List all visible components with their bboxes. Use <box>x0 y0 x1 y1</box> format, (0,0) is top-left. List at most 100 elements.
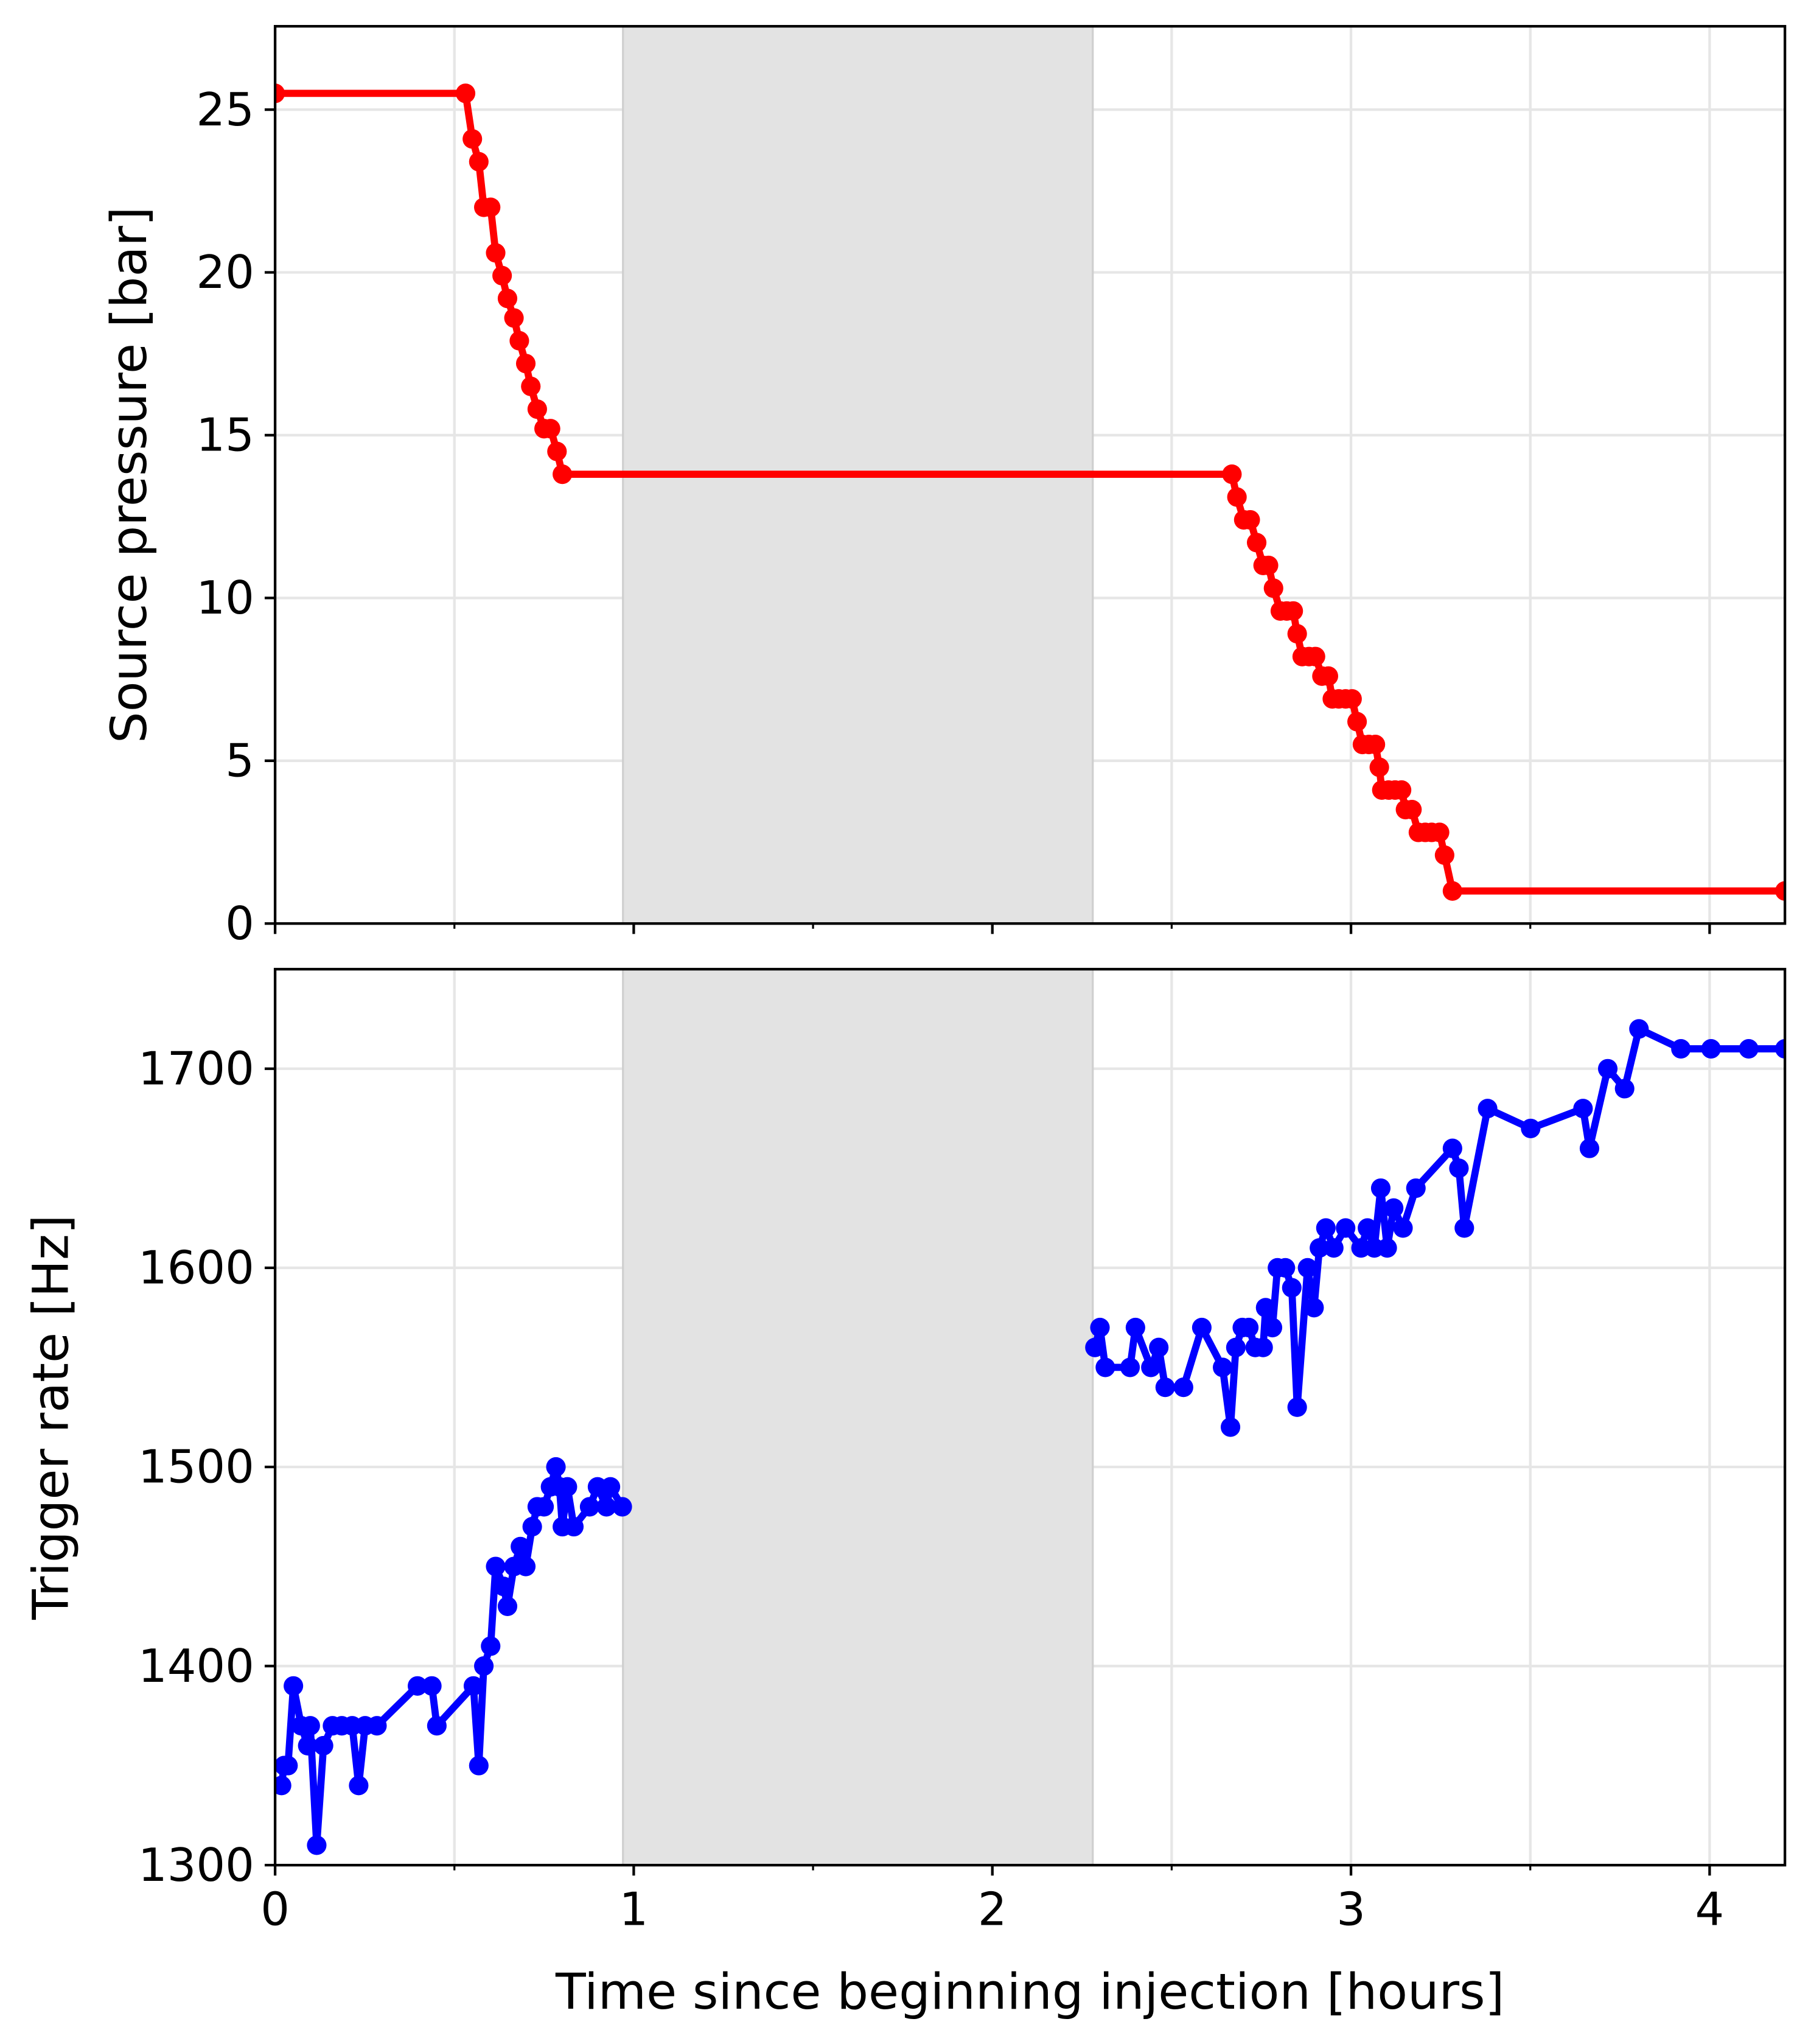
x-tick-label: 4 <box>1695 1883 1725 1936</box>
marker <box>515 354 536 374</box>
marker <box>1220 1417 1241 1437</box>
marker <box>1573 1099 1593 1119</box>
marker <box>1283 601 1303 621</box>
marker <box>1085 1337 1105 1357</box>
marker <box>494 1577 514 1597</box>
marker <box>1342 689 1362 709</box>
marker <box>1090 1317 1110 1338</box>
marker <box>278 1755 298 1776</box>
marker <box>1226 1337 1246 1357</box>
marker <box>469 152 489 172</box>
marker <box>486 1556 506 1577</box>
marker <box>1255 1298 1275 1318</box>
shaded-span <box>622 968 1094 1866</box>
x-tick-label: 1 <box>619 1883 649 1936</box>
marker <box>1454 1218 1474 1238</box>
marker <box>473 1656 494 1676</box>
marker <box>1192 1317 1212 1338</box>
marker <box>1370 1178 1391 1199</box>
marker <box>1287 1397 1307 1417</box>
x-axis-label: Time since beginning injection [hours] <box>555 1963 1504 2021</box>
marker <box>462 129 483 149</box>
marker <box>367 1716 387 1736</box>
marker <box>1629 1019 1649 1039</box>
marker <box>463 1676 484 1696</box>
marker <box>1579 1138 1600 1158</box>
marker <box>1141 1357 1161 1377</box>
marker <box>349 1776 369 1796</box>
marker <box>534 1497 554 1517</box>
marker <box>307 1835 327 1855</box>
marker <box>1358 1218 1378 1238</box>
axes: 1300 1400 1500 1600 1700 0 1 2 3 4 Trigger rate [H… <box>22 968 1787 2021</box>
marker <box>492 265 512 285</box>
marker <box>300 1716 320 1736</box>
marker <box>540 419 560 439</box>
marker <box>497 289 518 309</box>
marker <box>1213 1357 1233 1377</box>
marker <box>612 1497 632 1517</box>
marker <box>1282 1278 1302 1298</box>
series <box>275 1019 1785 1855</box>
axes-frame <box>273 25 1787 925</box>
marker <box>1442 1138 1462 1158</box>
marker <box>497 1596 518 1617</box>
marker <box>1287 624 1307 644</box>
y-tick-label: 5 <box>225 734 254 788</box>
y-tick-label: 15 <box>196 408 254 462</box>
marker <box>1739 1038 1759 1059</box>
marker <box>601 1477 621 1497</box>
marker <box>522 1517 542 1537</box>
axes-frame <box>273 968 1787 1867</box>
marker <box>1369 757 1389 777</box>
marker <box>1227 487 1247 507</box>
marker <box>275 1776 291 1796</box>
axes: 0 5 10 15 20 25 Source pressure [bar] <box>100 25 1787 950</box>
marker <box>1434 845 1454 865</box>
marker <box>1297 1258 1317 1278</box>
marker <box>1258 555 1279 575</box>
marker <box>1155 1377 1175 1398</box>
marker <box>1263 578 1283 598</box>
y-tick-label: 20 <box>196 245 254 299</box>
y-tick-label: 1500 <box>138 1440 254 1494</box>
marker <box>527 399 547 419</box>
marker <box>1393 1218 1413 1238</box>
marker <box>1324 1238 1344 1258</box>
marker <box>553 464 573 485</box>
x-tick-label: 2 <box>978 1883 1007 1936</box>
marker <box>422 1676 442 1696</box>
marker <box>298 1735 318 1755</box>
marker <box>1775 881 1785 901</box>
marker <box>509 331 529 351</box>
y-tick-label: 1400 <box>138 1639 254 1693</box>
marker <box>1449 1158 1469 1178</box>
marker <box>1316 1218 1336 1238</box>
marker <box>1275 1258 1296 1278</box>
marker <box>1701 1038 1721 1059</box>
marker <box>1304 1298 1324 1318</box>
marker <box>1262 1317 1283 1338</box>
marker <box>1775 1039 1785 1059</box>
marker <box>1336 1218 1356 1238</box>
marker <box>596 1497 616 1517</box>
y-tick-label: 1600 <box>138 1241 254 1295</box>
marker <box>547 441 567 461</box>
marker <box>407 1676 428 1696</box>
marker <box>1310 1238 1330 1258</box>
marker <box>1149 1337 1169 1357</box>
marker <box>1597 1059 1618 1079</box>
marker <box>1240 509 1260 530</box>
marker <box>275 83 285 103</box>
marker <box>557 1477 577 1497</box>
marker <box>579 1497 599 1517</box>
marker <box>1347 712 1367 732</box>
marker <box>511 1536 531 1556</box>
y-tick-label: 0 <box>225 897 254 950</box>
marker <box>1125 1317 1145 1338</box>
marker <box>1392 780 1412 800</box>
marker <box>1429 822 1450 842</box>
marker <box>1239 1317 1259 1338</box>
